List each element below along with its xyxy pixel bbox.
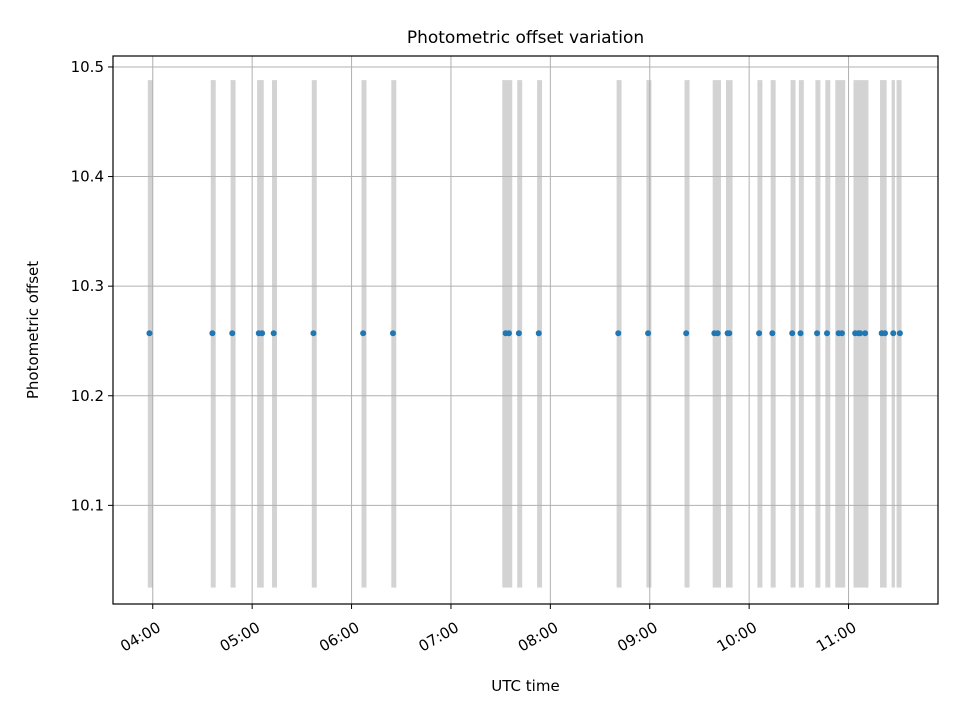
data-point <box>389 330 396 337</box>
data-point <box>756 330 763 337</box>
data-point <box>535 330 542 337</box>
data-point <box>814 330 821 337</box>
data-point <box>726 330 733 337</box>
data-point <box>797 330 804 337</box>
data-point <box>270 330 277 337</box>
data-point <box>838 330 845 337</box>
data-point <box>890 330 897 337</box>
y-tick-label: 10.5 <box>71 58 104 76</box>
data-point <box>310 330 317 337</box>
data-point <box>645 330 652 337</box>
grid-layer <box>113 56 938 604</box>
y-tick-label: 10.2 <box>71 387 104 405</box>
plot-frame <box>112 55 939 605</box>
y-axis-label: Photometric offset <box>24 261 42 399</box>
data-point <box>360 330 367 337</box>
data-point <box>824 330 831 337</box>
data-point <box>857 330 864 337</box>
data-point <box>515 330 522 337</box>
y-tick-label: 10.4 <box>71 168 104 186</box>
y-tick-label: 10.1 <box>71 496 104 514</box>
data-point <box>896 330 903 337</box>
data-point <box>209 330 216 337</box>
points-layer <box>146 330 903 337</box>
data-point <box>146 330 153 337</box>
y-tick-label: 10.3 <box>71 277 104 295</box>
data-point <box>769 330 776 337</box>
data-point <box>615 330 622 337</box>
x-axis-label: UTC time <box>491 677 559 695</box>
data-point <box>789 330 796 337</box>
data-point <box>505 330 512 337</box>
chart-title: Photometric offset variation <box>407 28 644 48</box>
data-point <box>259 330 266 337</box>
data-point <box>881 330 888 337</box>
data-point <box>714 330 721 337</box>
data-point <box>683 330 690 337</box>
data-point <box>229 330 236 337</box>
data-point <box>862 330 869 337</box>
